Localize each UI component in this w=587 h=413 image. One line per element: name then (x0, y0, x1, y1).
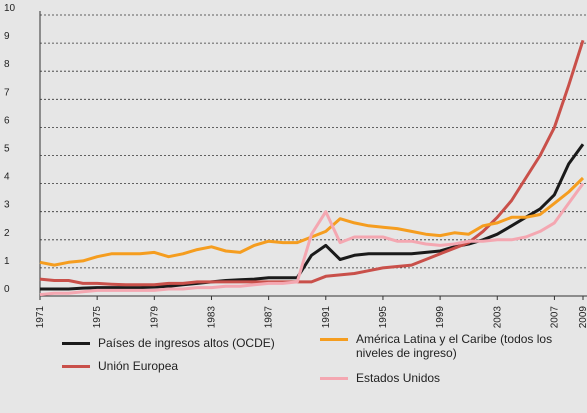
y-tick-label: 3 (4, 200, 10, 211)
x-tick-label: 1991 (321, 306, 332, 329)
x-tick-label: 1999 (435, 306, 446, 329)
legend-item: América Latina y el Caribe (todos los ni… (320, 332, 582, 360)
legend-swatch (320, 377, 348, 380)
legend-label: Países de ingresos altos (OCDE) (98, 336, 275, 350)
x-tick-label: 2007 (549, 306, 560, 329)
legend-swatch (62, 342, 90, 345)
legend-swatch (320, 338, 348, 341)
series-line (39, 176, 585, 267)
y-tick-label: 2 (4, 228, 10, 239)
y-tick-label: 6 (4, 115, 10, 126)
legend-label: América Latina y el Caribe (todos los ni… (356, 332, 553, 360)
series-line (40, 143, 585, 291)
x-tick-label: 1995 (378, 306, 389, 329)
y-tick-label: 7 (4, 87, 10, 98)
x-tick-label: 1979 (149, 306, 160, 329)
y-tick-label: 8 (4, 59, 10, 70)
series-line (39, 182, 585, 297)
x-tick-label: 1983 (206, 306, 217, 329)
x-tick-label: 2009 (578, 306, 587, 329)
y-tick-label: 4 (4, 172, 10, 183)
y-tick-label: 5 (4, 144, 10, 155)
y-tick-label: 9 (4, 31, 10, 42)
x-tick-label: 1975 (92, 306, 103, 329)
legend-label: Estados Unidos (356, 371, 441, 385)
legend-label: Unión Europea (98, 359, 179, 373)
legend-item: Países de ingresos altos (OCDE) (62, 336, 302, 350)
x-tick-label: 1987 (264, 306, 275, 329)
series-line (39, 39, 585, 287)
y-tick-label: 0 (4, 284, 10, 295)
legend-item: Estados Unidos (320, 371, 582, 385)
y-tick-label: 1 (4, 256, 10, 267)
x-tick-label: 2003 (492, 306, 503, 329)
y-tick-label: 10 (4, 3, 16, 14)
legend-swatch (62, 365, 90, 368)
legend-item: Unión Europea (62, 359, 302, 373)
x-tick-label: 1971 (35, 306, 46, 329)
